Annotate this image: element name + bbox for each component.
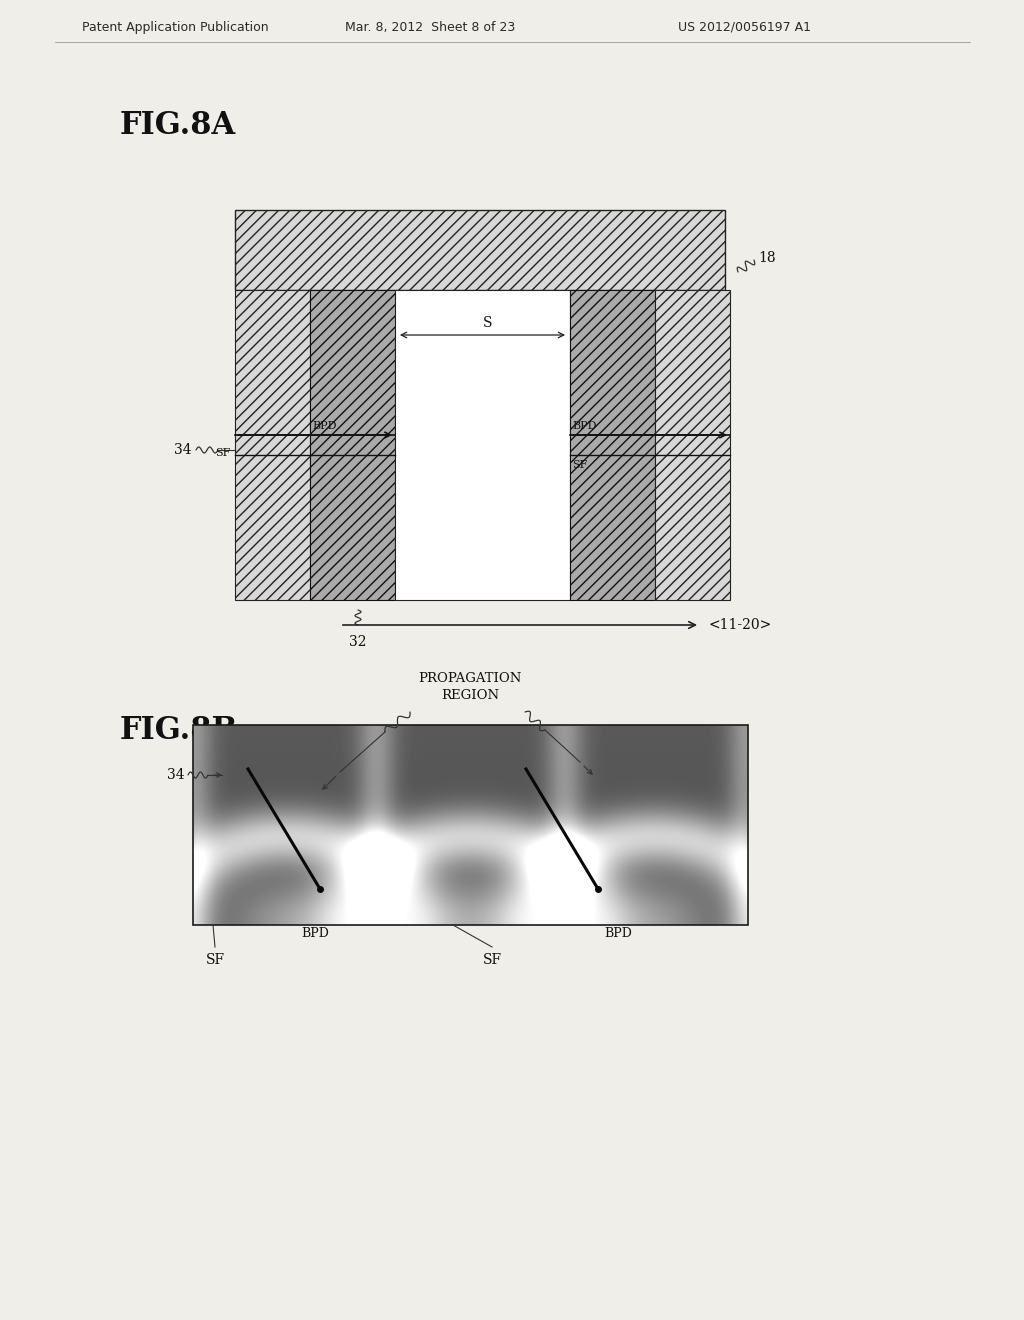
Bar (310, 290, 395, 601)
Text: 34: 34 (167, 768, 185, 781)
Text: SF: SF (482, 953, 502, 968)
Text: SF: SF (206, 953, 224, 968)
Bar (395, 290, 570, 601)
Text: BPD: BPD (572, 421, 597, 432)
Text: FIG.8B: FIG.8B (120, 715, 239, 746)
Text: PROPAGATION
REGION: PROPAGATION REGION (419, 672, 521, 702)
Text: BPD: BPD (604, 927, 632, 940)
Bar (570, 290, 655, 601)
Bar (655, 290, 730, 601)
Text: FIG.8A: FIG.8A (120, 110, 237, 141)
Text: BPD: BPD (301, 927, 329, 940)
Text: SF: SF (572, 459, 588, 470)
Text: SF: SF (216, 447, 231, 458)
Text: 32: 32 (349, 635, 367, 649)
Bar (193, 725, 748, 925)
Text: 34: 34 (174, 444, 193, 457)
Bar (234, 210, 725, 290)
Text: US 2012/0056197 A1: US 2012/0056197 A1 (679, 21, 811, 33)
Text: Patent Application Publication: Patent Application Publication (82, 21, 268, 33)
Bar (234, 290, 310, 601)
Text: BPD: BPD (312, 421, 337, 432)
Text: 18: 18 (758, 251, 775, 265)
Text: <11-20>: <11-20> (708, 618, 771, 632)
Text: S: S (482, 315, 493, 330)
Text: Mar. 8, 2012  Sheet 8 of 23: Mar. 8, 2012 Sheet 8 of 23 (345, 21, 515, 33)
